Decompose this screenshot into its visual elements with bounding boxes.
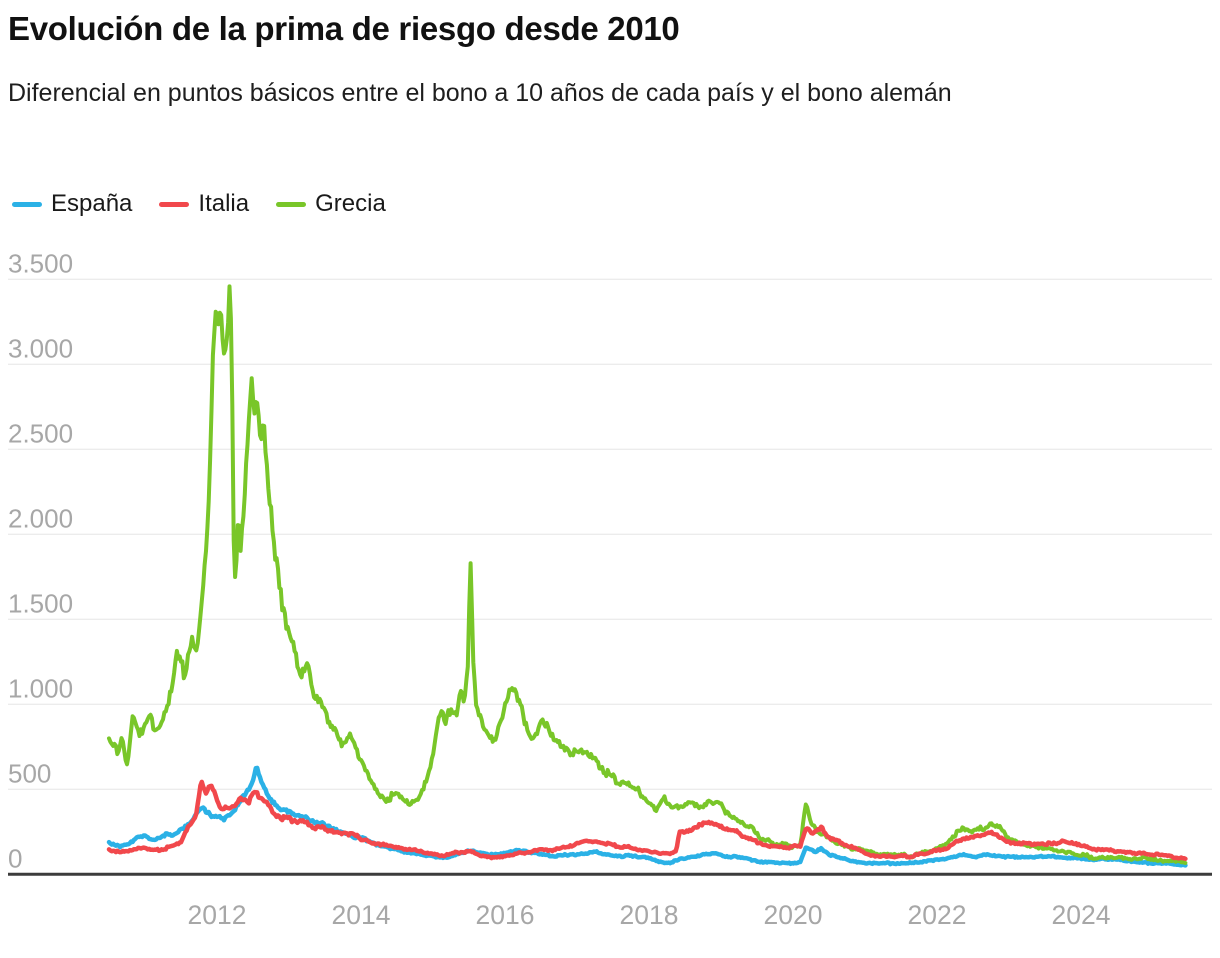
legend-label-grecia: Grecia: [315, 190, 386, 217]
y-axis-label-0: 0: [8, 843, 22, 873]
legend-swatch-grecia: [276, 201, 307, 207]
x-axis-label-2014: 2014: [332, 900, 391, 930]
legend-swatch-espana: [12, 201, 42, 207]
x-axis-label-2012: 2012: [188, 900, 247, 930]
series-line-italia: [106, 779, 1188, 862]
legend-item-espana: España: [12, 190, 132, 218]
legend-label-espana: España: [51, 190, 133, 217]
chart-legend: España Italia Grecia: [12, 190, 386, 218]
legend-item-italia: Italia: [159, 190, 249, 218]
y-axis-label-500: 500: [8, 758, 51, 788]
chart-subtitle: Diferencial en puntos básicos entre el b…: [8, 79, 952, 107]
y-axis-label-3500: 3.500: [8, 248, 73, 278]
series-line-espana: [106, 765, 1188, 868]
x-axis-label-2024: 2024: [1052, 900, 1111, 930]
legend-item-grecia: Grecia: [276, 190, 386, 218]
line-chart: 0 500 1.000 1.500 2.000 2.500 3.000 3.500 2012 20…: [8, 248, 1212, 930]
legend-swatch-italia: [159, 201, 190, 207]
x-axis-label-2018: 2018: [620, 900, 679, 930]
y-axis-label-1500: 1.500: [8, 588, 73, 618]
x-axis-label-2020: 2020: [764, 900, 823, 930]
series-line-grecia: [107, 284, 1188, 865]
y-axis-label-2000: 2.000: [8, 503, 73, 533]
chart-title: Evolución de la prima de riesgo desde 20…: [8, 10, 680, 47]
y-axis-label-1000: 1.000: [8, 673, 73, 703]
y-axis-label-3000: 3.000: [8, 333, 73, 363]
x-axis-label-2022: 2022: [908, 900, 967, 930]
x-axis-label-2016: 2016: [476, 900, 535, 930]
y-axis-label-2500: 2.500: [8, 418, 73, 448]
legend-label-italia: Italia: [198, 190, 250, 217]
